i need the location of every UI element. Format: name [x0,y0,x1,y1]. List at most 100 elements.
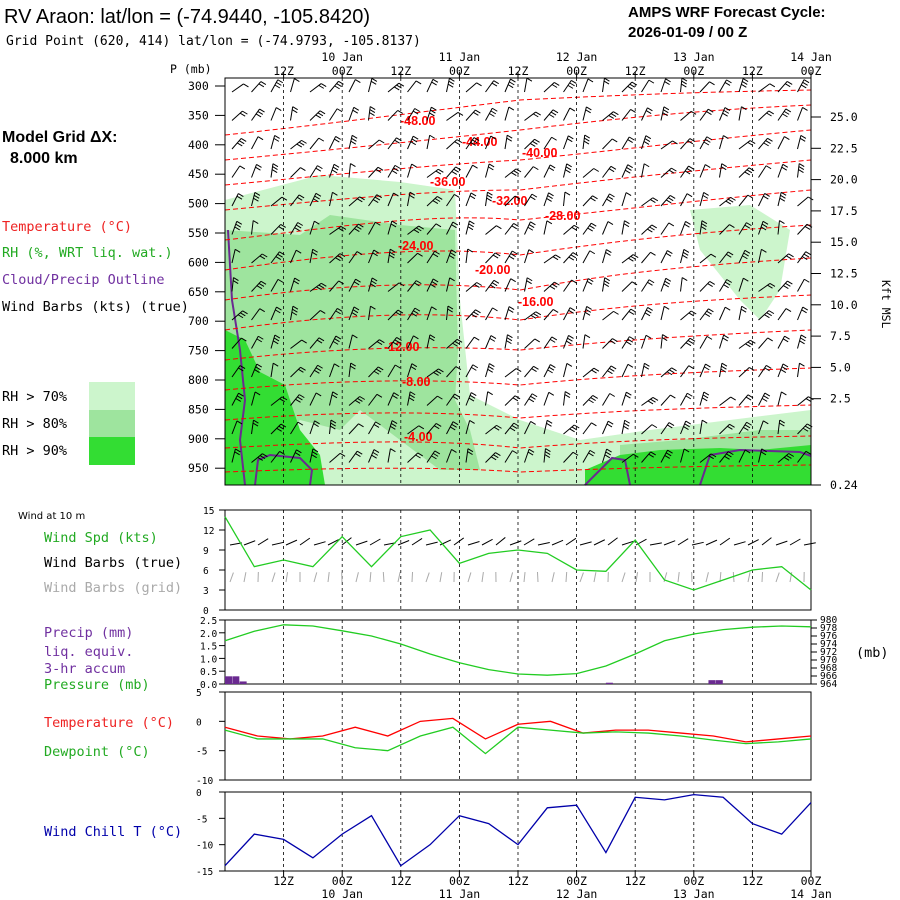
wind-barb [621,420,626,435]
temp-y-axis: 5 0 -5 -10 [196,688,225,787]
wind-barb-flag [729,224,735,229]
wind-barb [231,221,238,235]
wind-barb-flag [626,167,632,171]
wind-barb-flag [804,425,811,430]
time-tick-label: 00Z [566,64,587,78]
wind-barb [719,79,727,93]
surface-wind-barb-true [733,541,746,546]
wind-barb-flag [391,220,398,225]
wind-barb-flag [431,281,438,286]
wind-barb-flag [437,395,443,400]
wind-barb [407,136,414,150]
wind-barb-flag [631,81,638,86]
wind-barb-flag [684,423,690,428]
wind-barb [231,337,242,349]
surface-wind-barb-true [537,542,550,546]
height-tick-label: 10.0 [830,298,858,312]
wind-barb-flag [358,223,364,228]
cloud-outline-left [227,229,247,486]
surface-wind-barb-true [243,540,256,546]
wind-barb-flag [372,451,379,456]
wind-barb-flag [590,197,596,202]
wind-barb-flag [701,223,707,228]
pressure-tick-label: 850 [188,402,209,416]
model-grid-value: 8.000 km [10,150,78,167]
wind-barb [563,307,571,321]
time-tick-label: 00Z [332,874,353,888]
time-tick-label: 00Z [332,64,353,78]
wind-barb-flag [280,423,287,428]
wind-barb [543,448,546,463]
wind-barb [251,336,259,349]
wind-barb-flag [648,79,655,84]
temperature-label: Temperature (°C) [44,715,174,731]
wind-barb [758,193,766,207]
wind-barb-flag [496,424,502,429]
wind-barb [368,366,379,378]
time-tick-label: 00Z [801,64,822,78]
wind-barb-flag [276,306,282,311]
wind-barb-flag [746,169,753,174]
wind-barb-flag [370,305,376,310]
wind-barb-flag [489,337,496,342]
wind-barb [348,334,353,349]
wind-barb-flag [624,419,630,424]
isotherm-label: -28.00 [545,209,580,223]
pressure-tick-label: 450 [188,167,209,181]
wind-barb-flag [801,256,808,260]
wind-barb-flag [490,456,497,461]
wind-barb-flag [508,106,515,111]
pressure-tick-label: 900 [188,432,209,446]
wind-barb-flag [798,163,805,168]
wind-barb-flag [353,106,360,111]
wind-barb [797,363,800,378]
wind-barb [485,335,492,349]
surface-wind-barb-true [509,540,522,546]
wind-barb-flag [490,110,497,115]
surface-wind-barb-grid [313,572,318,583]
surface-wind-barb-true [257,538,269,546]
wind-panel: 15 12 9 6 3 0 Wind at 10 m Wind Spd (kts) Win… [18,506,816,617]
wind-barb-flag [451,224,457,229]
surface-wind-barb-true [649,542,662,546]
surface-wind-barb-true [481,538,493,546]
wind-barb-flag [643,163,650,168]
wind-barb-flag [513,422,520,427]
wind-barbs-true [229,537,816,546]
wind-barb-flag [271,169,278,174]
wind-barb-flag [684,223,690,228]
wind-barb [407,280,417,292]
wind-barb-flag [730,396,736,401]
wind-barb-flag [451,449,457,453]
wind-barb [621,220,625,235]
wind-barb [407,307,416,321]
wind-barb-flag [551,84,558,88]
wind-barb [524,311,537,321]
wind-barb-flag [314,195,320,200]
wind-barbs-grid-label: Wind Barbs (grid) [44,580,182,596]
wind-y-tick-label: 12 [203,526,214,537]
wind-barb-flag [786,455,792,459]
wind-barb-flag [239,112,246,117]
wind-barb-flag [332,166,339,171]
wind-barb [777,136,785,150]
wind-barb [660,250,668,264]
wind-barb-flag [409,194,415,199]
wind-barb-flag [612,338,618,343]
wind-barb-flag [389,248,396,253]
legend-rh70: RH > 70% [2,389,67,405]
wind-barb-flag [724,306,731,311]
precip-bar [225,676,232,684]
wind-speed-label: Wind Spd (kts) [44,530,158,546]
wind-barbs-true-label: Wind Barbs (true) [44,555,182,571]
wind-barb [621,164,629,178]
cloud-outline [227,229,812,486]
time-tick-label: 12Z [390,64,411,78]
wind-barb-flag [339,253,346,258]
wind-barb [231,310,243,321]
wind-barb [446,221,454,235]
wind-barb-flag [702,194,709,199]
wind-barb-flag [587,227,593,232]
wind-barb [348,223,359,235]
wind-barb-flag [252,422,259,427]
